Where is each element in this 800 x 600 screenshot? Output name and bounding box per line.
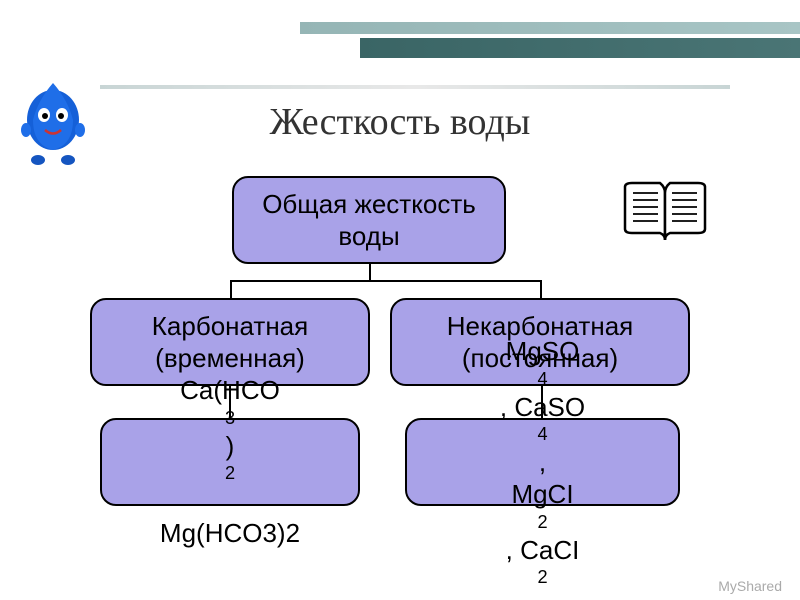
- connector-0: [369, 264, 371, 280]
- node-root: Общая жесткостьводы: [232, 176, 506, 264]
- node-left-line2: (временная): [155, 342, 305, 375]
- node-root-line1: Общая жесткость: [262, 188, 476, 221]
- connector-4: [229, 386, 231, 418]
- connector-2: [230, 280, 232, 298]
- node-root-line2: воды: [338, 220, 399, 253]
- page-title: Жесткость воды: [0, 100, 800, 144]
- book-icon: [620, 175, 710, 250]
- node-right_child: MgSO4, CaSO4,MgCI2, CaCI2: [405, 418, 680, 506]
- node-left-line1: Карбонатная: [152, 310, 308, 343]
- connector-5: [541, 386, 543, 418]
- watermark: MyShared: [718, 578, 782, 594]
- connector-3: [540, 280, 542, 298]
- header-bar-dark: [360, 38, 800, 58]
- divider-line: [100, 85, 730, 89]
- header-bar-light: [300, 22, 800, 34]
- node-left: Карбонатная(временная): [90, 298, 370, 386]
- connector-1: [230, 280, 540, 282]
- node-left_child: Ca(HCO3)2Mg(HCO3)2: [100, 418, 360, 506]
